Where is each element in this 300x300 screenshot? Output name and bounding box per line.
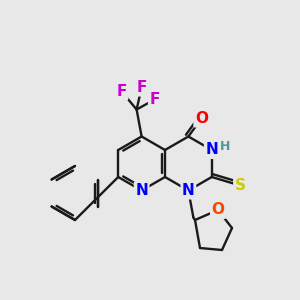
Text: F: F — [136, 80, 147, 95]
Text: N: N — [182, 183, 195, 198]
Text: O: O — [212, 202, 224, 217]
Text: H: H — [220, 140, 230, 152]
Text: F: F — [116, 84, 127, 99]
Text: N: N — [135, 183, 148, 198]
Text: S: S — [235, 178, 246, 193]
Text: O: O — [195, 111, 208, 126]
Text: N: N — [206, 142, 218, 158]
Text: F: F — [149, 92, 160, 107]
